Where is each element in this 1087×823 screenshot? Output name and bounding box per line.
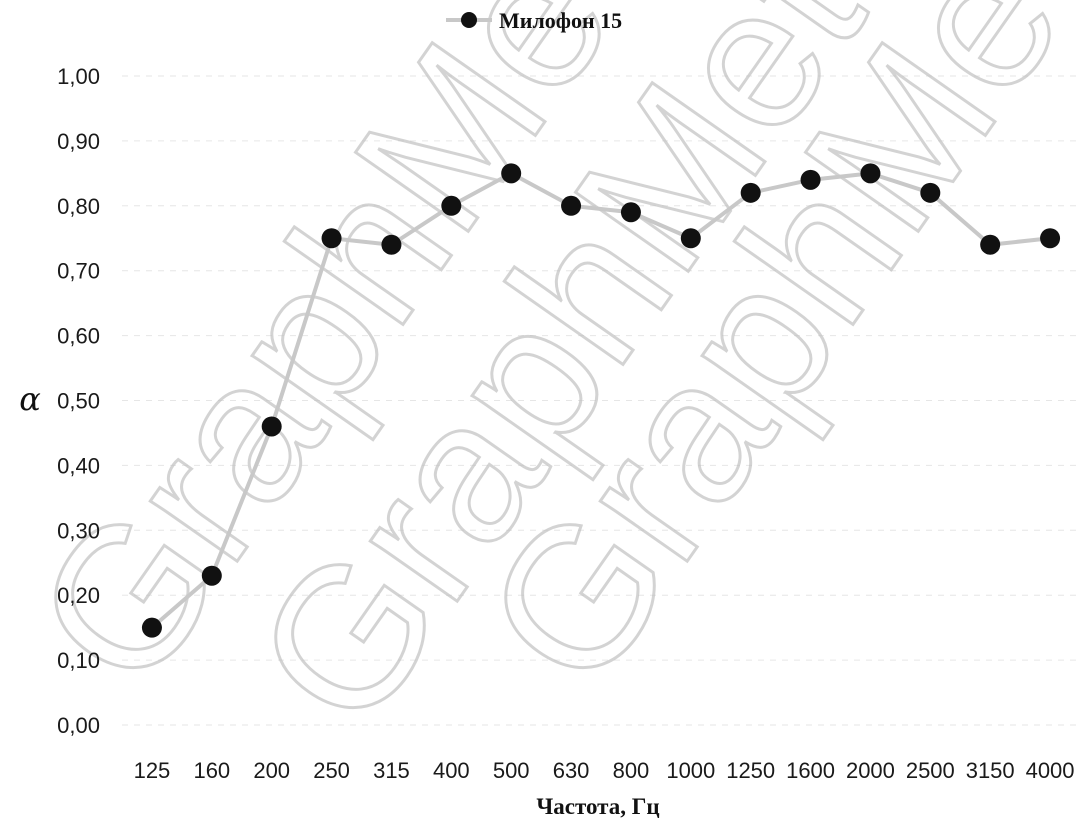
data-point	[201, 565, 222, 586]
y-tick-label: 0,30	[57, 518, 100, 543]
x-tick-label: 800	[613, 758, 650, 783]
x-tick-label: 200	[253, 758, 290, 783]
legend-label: Милофон 15	[499, 8, 622, 33]
y-tick-label: 0,60	[57, 324, 100, 349]
legend: Милофон 15	[446, 8, 622, 33]
x-tick-label: 2000	[846, 758, 895, 783]
axis-layer: 0,00 0,10 0,20 0,30 0,40 0,50 0,60 0,70 0,80 0,90…	[57, 64, 1074, 783]
data-point	[620, 202, 641, 223]
x-tick-label: 1600	[786, 758, 835, 783]
data-point	[740, 182, 761, 203]
legend-marker	[461, 12, 477, 28]
x-tick-label: 250	[313, 758, 350, 783]
series-line	[150, 171, 1051, 630]
data-point	[141, 617, 162, 638]
y-tick-label: 0,80	[57, 194, 100, 219]
watermark-layer: GraphMet GraphMet GraphMet	[0, 0, 1087, 766]
y-tick-label: 0,70	[57, 259, 100, 284]
y-tick-label: 0,90	[57, 129, 100, 154]
x-tick-label: 500	[493, 758, 530, 783]
x-tick-label: 315	[373, 758, 410, 783]
x-axis-label: Частота, Гц	[536, 794, 659, 819]
data-point	[501, 163, 522, 184]
data-point	[680, 228, 701, 249]
y-tick-label: 0,50	[57, 389, 100, 414]
y-tick-label: 0,40	[57, 453, 100, 478]
x-tick-label: 400	[433, 758, 470, 783]
x-tick-label: 125	[134, 758, 171, 783]
data-point	[261, 416, 282, 437]
y-tick-label: 1,00	[57, 64, 100, 89]
x-tick-label: 4000	[1026, 758, 1075, 783]
x-tick-label: 630	[553, 758, 590, 783]
y-tick-label: 0,00	[57, 713, 100, 738]
x-tick-label: 3150	[966, 758, 1015, 783]
x-tick-label: 160	[193, 758, 230, 783]
x-tick-label: 1250	[726, 758, 775, 783]
data-point	[1040, 228, 1061, 249]
data-point	[321, 228, 342, 249]
data-point	[800, 169, 821, 190]
data-point	[920, 182, 941, 203]
y-tick-label: 0,20	[57, 583, 100, 608]
data-point	[441, 195, 462, 216]
data-point	[561, 195, 582, 216]
x-tick-label: 1000	[666, 758, 715, 783]
y-tick-label: 0,10	[57, 648, 100, 673]
series-layer	[141, 163, 1061, 638]
data-point	[860, 163, 881, 184]
y-axis-label: α	[19, 380, 41, 418]
x-tick-label: 2500	[906, 758, 955, 783]
data-point	[381, 234, 402, 255]
data-point	[980, 234, 1001, 255]
